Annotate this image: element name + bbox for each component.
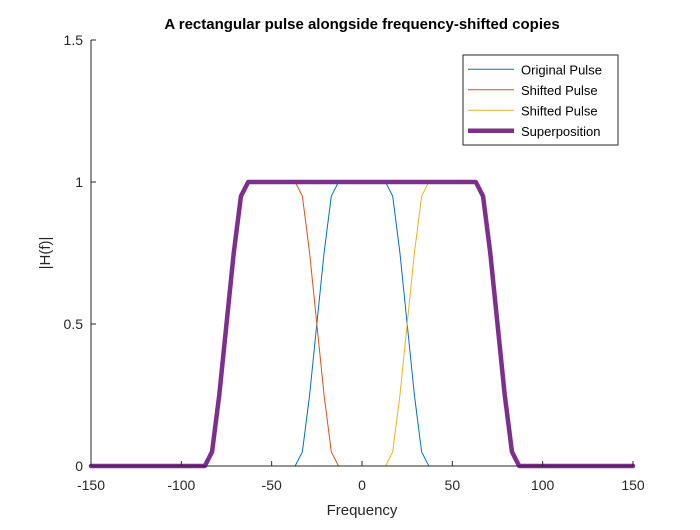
axes-layer: -150 -100 -50 0 50 100 150 0 0.5 1 1.5	[64, 32, 645, 493]
series-layer	[88, 179, 636, 469]
x-tick-label: -150	[77, 477, 105, 493]
legend: Original Pulse Shifted Pulse Shifted Pulse…	[462, 54, 619, 146]
x-tick-label: -100	[167, 477, 195, 493]
chart-title: A rectangular pulse alongside frequency-…	[164, 16, 559, 33]
x-tick-label: 50	[445, 477, 461, 493]
x-axis-label: Frequency	[327, 502, 398, 519]
legend-label: Superposition	[521, 124, 601, 139]
x-tick-label: 0	[358, 477, 366, 493]
legend-label: Shifted Pulse	[521, 83, 598, 98]
legend-label: Shifted Pulse	[521, 103, 598, 118]
y-tick-label: 0	[75, 458, 83, 474]
legend-label: Original Pulse	[521, 62, 602, 77]
x-tick-label: -50	[262, 477, 282, 493]
y-tick-label: 1.5	[64, 32, 84, 48]
x-tick-label: 150	[621, 477, 645, 493]
y-tick-label: 0.5	[64, 316, 84, 332]
x-tick-label: 100	[531, 477, 555, 493]
series-line-4	[88, 179, 636, 469]
y-axis-label: |H(f)|	[37, 237, 54, 270]
y-tick-label: 1	[75, 174, 83, 190]
